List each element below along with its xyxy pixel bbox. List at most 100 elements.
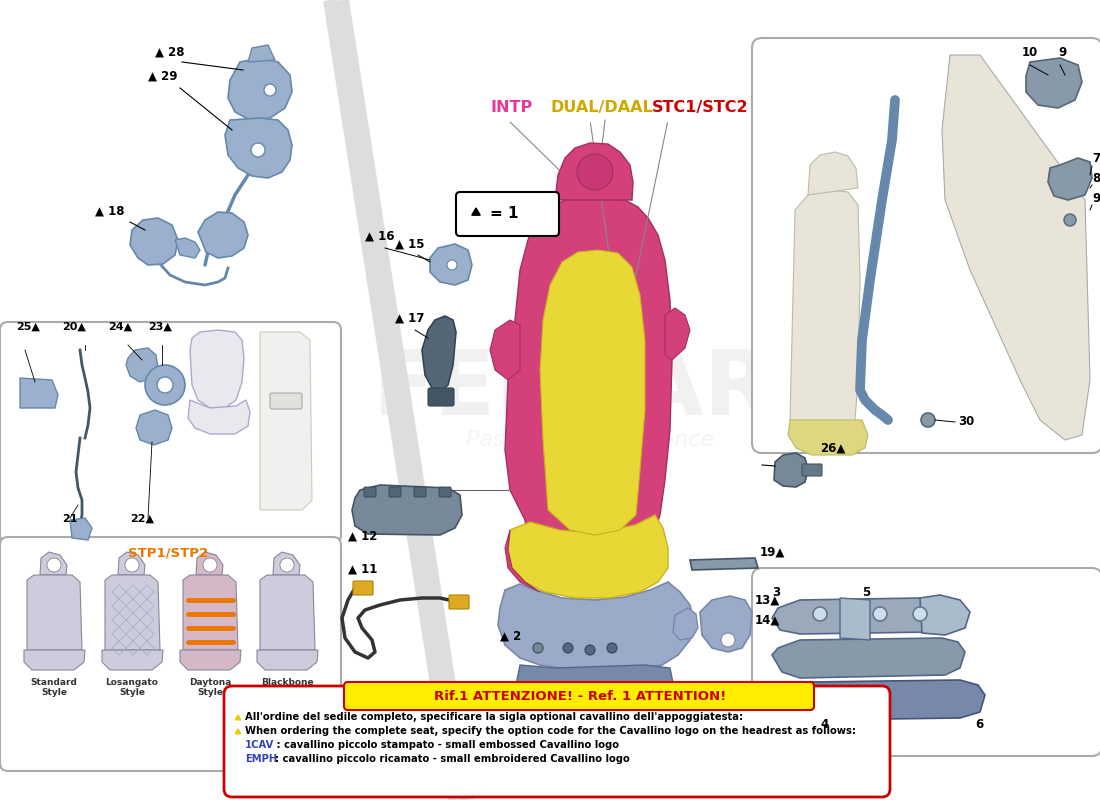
- Text: INTP: INTP: [490, 100, 532, 115]
- Circle shape: [913, 607, 927, 621]
- Polygon shape: [175, 238, 200, 258]
- Text: 14▲: 14▲: [755, 614, 780, 627]
- Circle shape: [921, 413, 935, 427]
- FancyBboxPatch shape: [428, 388, 454, 406]
- Polygon shape: [24, 650, 85, 670]
- FancyBboxPatch shape: [456, 192, 559, 236]
- Polygon shape: [505, 530, 540, 592]
- Circle shape: [578, 154, 613, 190]
- Text: STP1/STP2: STP1/STP2: [128, 546, 208, 559]
- Text: Blackbone
Style: Blackbone Style: [261, 678, 314, 698]
- Polygon shape: [690, 558, 758, 570]
- Polygon shape: [774, 453, 808, 487]
- Polygon shape: [235, 715, 241, 720]
- Polygon shape: [260, 575, 315, 650]
- Polygon shape: [780, 680, 984, 720]
- Polygon shape: [920, 595, 970, 635]
- FancyBboxPatch shape: [414, 487, 426, 497]
- Text: 1CAV: 1CAV: [245, 740, 274, 750]
- Text: 20▲: 20▲: [62, 322, 86, 332]
- Text: ▲ 18: ▲ 18: [95, 205, 124, 218]
- Text: ▲ 28: ▲ 28: [155, 46, 185, 59]
- Polygon shape: [102, 650, 163, 670]
- Polygon shape: [180, 650, 241, 670]
- Text: ▲ 29: ▲ 29: [148, 70, 177, 83]
- Polygon shape: [130, 218, 178, 265]
- Text: ▲ 2: ▲ 2: [500, 630, 521, 643]
- Text: = 1: = 1: [490, 206, 518, 222]
- FancyBboxPatch shape: [752, 38, 1100, 453]
- Text: DUAL/DAAL: DUAL/DAAL: [550, 100, 652, 115]
- Text: ▲ 17: ▲ 17: [395, 312, 425, 325]
- Polygon shape: [70, 518, 92, 540]
- Polygon shape: [28, 575, 82, 650]
- Text: Daytona
Style: Daytona Style: [189, 678, 231, 698]
- Circle shape: [585, 645, 595, 655]
- Polygon shape: [840, 598, 870, 640]
- Text: 24▲: 24▲: [108, 322, 132, 332]
- Polygon shape: [136, 410, 172, 445]
- Polygon shape: [196, 552, 223, 575]
- Circle shape: [264, 84, 276, 96]
- Text: ▲ 27: ▲ 27: [520, 758, 549, 771]
- Polygon shape: [183, 575, 238, 650]
- FancyBboxPatch shape: [364, 487, 376, 497]
- FancyBboxPatch shape: [270, 393, 302, 409]
- Polygon shape: [673, 608, 698, 640]
- Text: : cavallino piccolo ricamato - small embroidered Cavallino logo: : cavallino piccolo ricamato - small emb…: [275, 754, 629, 764]
- Polygon shape: [226, 118, 292, 178]
- FancyBboxPatch shape: [802, 464, 822, 476]
- Polygon shape: [540, 250, 645, 535]
- Polygon shape: [515, 665, 674, 715]
- Polygon shape: [772, 598, 948, 634]
- Circle shape: [873, 607, 887, 621]
- Polygon shape: [118, 552, 145, 575]
- Polygon shape: [104, 575, 160, 650]
- Circle shape: [157, 377, 173, 393]
- FancyBboxPatch shape: [752, 568, 1100, 756]
- Polygon shape: [772, 638, 965, 678]
- Text: 13▲: 13▲: [755, 594, 780, 607]
- Circle shape: [813, 607, 827, 621]
- Text: 3: 3: [772, 586, 780, 599]
- Text: All'ordine del sedile completo, specificare la sigla optional cavallino dell'app: All'ordine del sedile completo, specific…: [245, 712, 744, 722]
- Circle shape: [125, 558, 139, 572]
- FancyBboxPatch shape: [0, 322, 341, 543]
- Text: 9: 9: [1092, 192, 1100, 205]
- Circle shape: [563, 643, 573, 653]
- Text: : cavallino piccolo stampato - small embossed Cavallino logo: : cavallino piccolo stampato - small emb…: [273, 740, 619, 750]
- Polygon shape: [788, 420, 868, 455]
- Circle shape: [280, 558, 294, 572]
- Circle shape: [1064, 214, 1076, 226]
- Polygon shape: [1048, 158, 1092, 200]
- Polygon shape: [790, 190, 860, 430]
- Text: 22▲: 22▲: [130, 514, 154, 524]
- Text: 9: 9: [1058, 46, 1066, 59]
- Text: Passion for Excellence: Passion for Excellence: [466, 430, 714, 450]
- Circle shape: [534, 643, 543, 653]
- Polygon shape: [352, 485, 462, 535]
- Text: Standard
Style: Standard Style: [31, 678, 77, 698]
- Polygon shape: [700, 596, 752, 652]
- Text: ▲ 11: ▲ 11: [348, 563, 377, 576]
- Polygon shape: [126, 348, 158, 382]
- FancyBboxPatch shape: [389, 487, 402, 497]
- Text: 4: 4: [820, 718, 828, 731]
- Circle shape: [720, 633, 735, 647]
- Text: ▲ 16: ▲ 16: [365, 230, 395, 243]
- Text: EMPH: EMPH: [245, 754, 277, 764]
- Circle shape: [447, 260, 456, 270]
- Text: Losangato
Style: Losangato Style: [106, 678, 158, 698]
- Circle shape: [607, 643, 617, 653]
- Text: 6: 6: [975, 718, 983, 731]
- Circle shape: [145, 365, 185, 405]
- Polygon shape: [422, 316, 456, 392]
- Polygon shape: [198, 212, 248, 258]
- Polygon shape: [430, 244, 472, 285]
- FancyBboxPatch shape: [224, 686, 890, 797]
- Text: ▲ 15: ▲ 15: [395, 238, 425, 251]
- Polygon shape: [666, 308, 690, 360]
- Polygon shape: [808, 152, 858, 195]
- Text: 25▲: 25▲: [16, 322, 40, 332]
- Circle shape: [204, 558, 217, 572]
